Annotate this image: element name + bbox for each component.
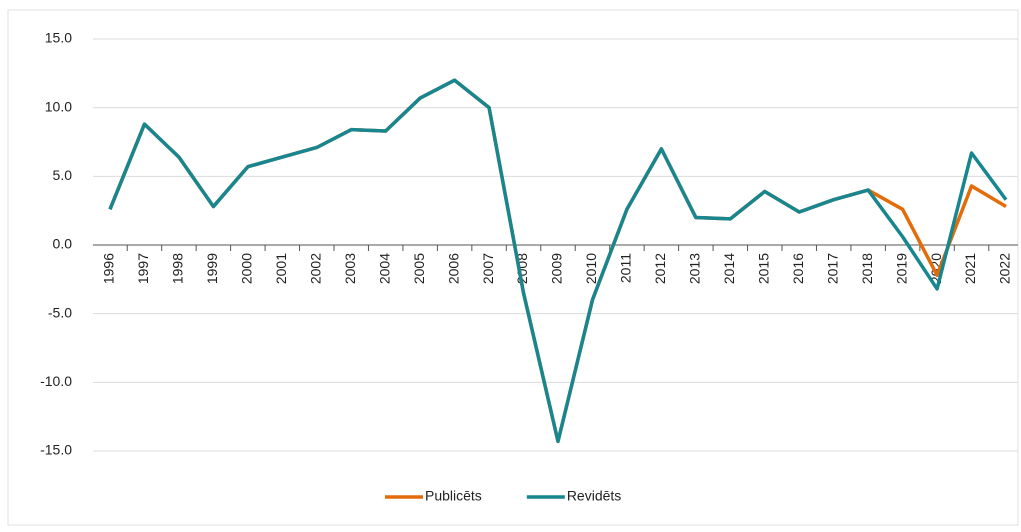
legend-label: Publicēts bbox=[425, 488, 482, 504]
x-tick-label: 2007 bbox=[480, 253, 496, 284]
x-tick-label: 1999 bbox=[204, 253, 220, 284]
x-tick-label: 2013 bbox=[687, 253, 703, 284]
y-tick-label: -5.0 bbox=[48, 304, 72, 320]
x-tick-label: 2018 bbox=[859, 253, 875, 284]
x-tick-label: 2006 bbox=[445, 253, 461, 284]
y-tick-label: -15.0 bbox=[40, 442, 72, 458]
x-tick-label: 2021 bbox=[962, 253, 978, 284]
y-tick-label: 15.0 bbox=[45, 30, 72, 46]
x-tick-label: 2000 bbox=[239, 253, 255, 284]
x-tick-label: 2009 bbox=[549, 253, 565, 284]
y-tick-label: -10.0 bbox=[40, 373, 72, 389]
series-line bbox=[108, 78, 1008, 444]
chart-frame bbox=[7, 9, 1019, 526]
x-tick-label: 2002 bbox=[307, 253, 323, 284]
y-tick-label: 10.0 bbox=[45, 98, 72, 114]
x-tick-label: 2016 bbox=[790, 253, 806, 284]
x-tick-label: 2015 bbox=[755, 253, 771, 284]
x-tick-label: 1998 bbox=[170, 253, 186, 284]
x-tick-label: 2003 bbox=[342, 253, 358, 284]
x-tick-label: 2014 bbox=[721, 253, 737, 284]
x-tick-label: 2012 bbox=[652, 253, 668, 284]
x-tick-label: 2011 bbox=[618, 253, 634, 283]
x-tick-label: 2019 bbox=[893, 253, 909, 284]
y-tick-label: 5.0 bbox=[53, 167, 73, 183]
x-tick-label: 1997 bbox=[135, 253, 151, 284]
legend-label: Revidēts bbox=[567, 488, 621, 504]
x-tick-label: 1996 bbox=[101, 253, 117, 284]
y-tick-label: 0.0 bbox=[53, 236, 73, 252]
x-tick-label: 2001 bbox=[273, 253, 289, 284]
x-tick-label: 2010 bbox=[583, 253, 599, 284]
x-tick-label: 2005 bbox=[411, 253, 427, 284]
x-tick-label: 2022 bbox=[997, 253, 1013, 284]
x-tick-label: 2017 bbox=[824, 253, 840, 284]
x-tick-label: 2004 bbox=[376, 253, 392, 284]
